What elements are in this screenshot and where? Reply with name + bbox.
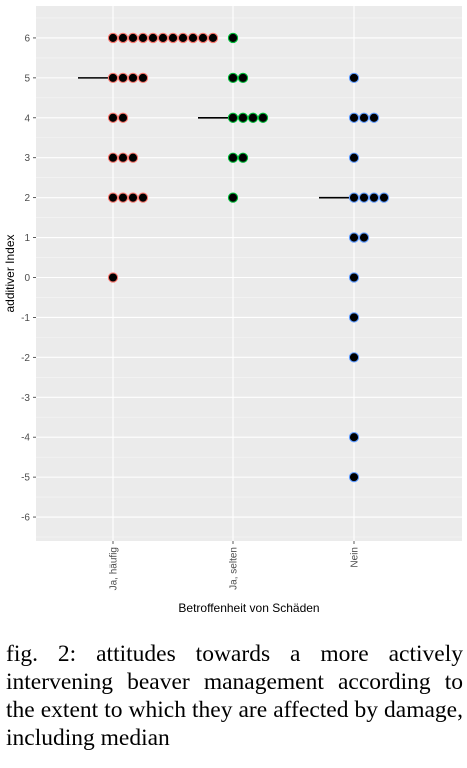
data-dot: [237, 72, 249, 84]
data-dot: [368, 192, 380, 203]
data-dot: [358, 192, 370, 203]
data-dot: [117, 72, 129, 84]
data-dot: [117, 112, 129, 123]
data-dot: [348, 471, 360, 483]
data-dot: [378, 192, 390, 203]
data-dot: [348, 312, 360, 323]
y-tick-label: 1: [24, 233, 30, 244]
data-dot: [107, 32, 119, 44]
data-dot: [207, 32, 219, 44]
data-dot: [237, 112, 249, 123]
y-tick-label: -3: [21, 393, 30, 404]
data-dot: [197, 32, 209, 44]
y-tick-label: -4: [21, 433, 30, 444]
y-tick-label: 6: [24, 33, 30, 44]
data-dot: [167, 32, 179, 44]
y-tick-label: 0: [24, 273, 30, 284]
plot-panel: [36, 6, 462, 541]
y-tick-label: 4: [24, 113, 30, 124]
y-tick-label: -1: [21, 313, 30, 324]
data-dot: [137, 192, 149, 203]
dot-plot-chart: -6 -5 -4 -3 -2 -1 0 1 2 3 4 5 6 Ja, häufig Ja, selten…: [3, 6, 462, 615]
data-dot: [237, 152, 249, 163]
y-axis-ticks: -6 -5 -4 -3 -2 -1 0 1 2 3 4 5 6: [21, 33, 36, 524]
y-tick-label: 5: [24, 73, 30, 84]
y-tick-label: -2: [21, 353, 30, 364]
y-tick-label: -5: [21, 473, 30, 484]
data-dot: [117, 32, 129, 44]
data-dot: [348, 232, 360, 243]
data-dot: [348, 352, 360, 363]
data-dot: [348, 112, 360, 123]
data-dot: [348, 72, 360, 84]
data-dot: [127, 192, 139, 203]
data-dot: [247, 112, 259, 123]
y-axis-title: additiver Index: [3, 234, 17, 312]
data-dot: [227, 32, 239, 44]
data-dot: [117, 152, 129, 163]
x-tick-label: Ja, häufig: [109, 547, 120, 590]
data-dot: [107, 152, 119, 163]
data-dot: [348, 192, 360, 203]
data-dot: [107, 272, 119, 283]
data-dot: [358, 112, 370, 123]
y-tick-label: 3: [24, 153, 30, 164]
data-dot: [227, 72, 239, 84]
median-lines: [78, 77, 354, 199]
data-dot: [147, 32, 159, 44]
data-dot: [358, 232, 370, 243]
figure-caption: fig. 2: attitudes towards a more activel…: [6, 641, 463, 751]
x-tick-label: Nein: [350, 547, 361, 568]
data-dot: [137, 32, 149, 44]
data-dot: [157, 32, 169, 44]
y-tick-label: 2: [24, 193, 30, 204]
data-dot: [257, 112, 269, 123]
data-dot: [348, 432, 360, 443]
data-dot: [177, 32, 189, 44]
data-dot: [187, 32, 199, 44]
data-dot: [227, 152, 239, 163]
data-dot: [127, 72, 139, 84]
data-dot: [227, 192, 239, 203]
data-dots: [107, 32, 390, 483]
data-dot: [137, 72, 149, 84]
data-dot: [348, 152, 360, 163]
data-dot: [127, 152, 139, 163]
x-axis-title: Betroffenheit von Schäden: [178, 601, 319, 615]
y-tick-label: -6: [21, 513, 30, 524]
x-tick-label: Ja, selten: [229, 547, 240, 590]
data-dot: [107, 72, 119, 84]
data-dot: [227, 112, 239, 123]
data-dot: [117, 192, 129, 203]
data-dot: [107, 192, 119, 203]
data-dot: [348, 272, 360, 283]
x-axis-ticks: Ja, häufig Ja, selten Nein: [109, 541, 361, 590]
data-dot: [107, 112, 119, 123]
data-dot: [368, 112, 380, 123]
data-dot: [127, 32, 139, 44]
